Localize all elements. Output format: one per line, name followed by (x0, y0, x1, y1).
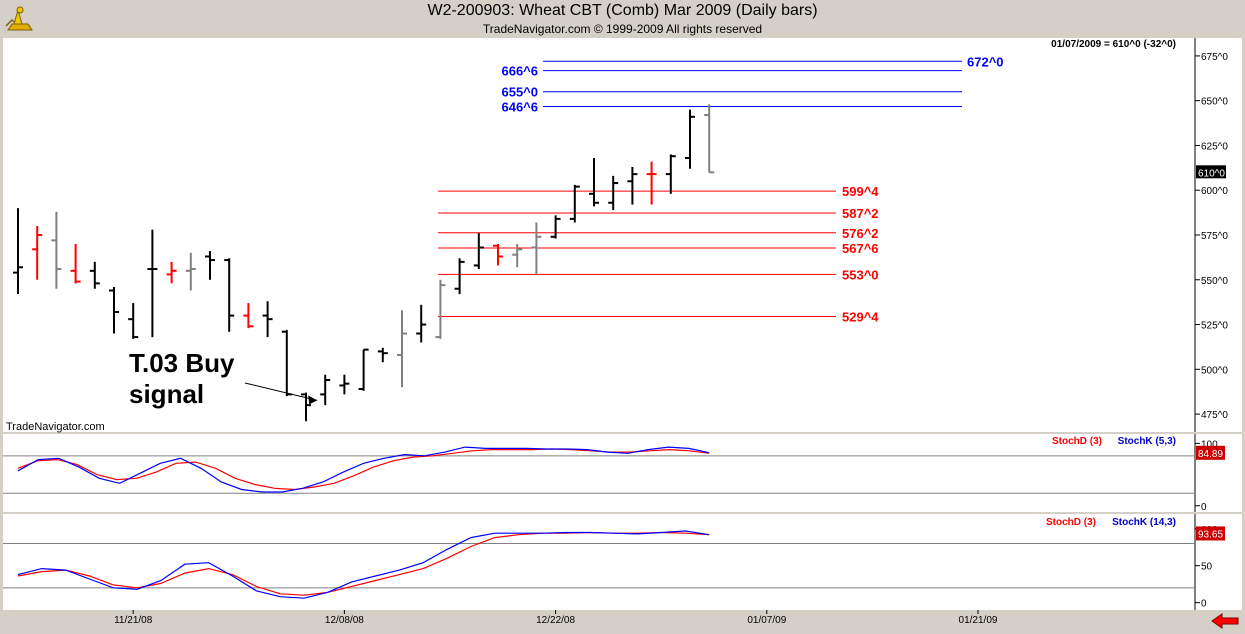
price-bar (704, 104, 715, 174)
price-tick-label: 475^0 (1201, 410, 1228, 421)
trade-navigator-logo-icon (4, 4, 36, 34)
level-label: 646^6 (501, 100, 538, 115)
date-tick-label: 01/21/09 (959, 615, 998, 626)
price-bar (493, 243, 503, 266)
price-bar (339, 374, 350, 395)
stoch1-legend-k: StochK (5,3) (1118, 436, 1176, 447)
price-bar (473, 233, 484, 270)
level-label: 567^6 (842, 241, 879, 256)
annotation-line1: T.03 Buy (129, 348, 235, 378)
price-bar (243, 303, 254, 329)
price-bar (569, 184, 580, 223)
stoch-tick-label: 50 (1201, 562, 1213, 573)
level-label: 587^2 (842, 206, 879, 221)
stoch-tick-label: 0 (1201, 599, 1207, 610)
price-bar (185, 252, 196, 291)
price-bar (358, 348, 369, 391)
price-bar (166, 261, 177, 284)
price-bar (70, 243, 81, 284)
date-tick-label: 11/21/08 (114, 615, 153, 626)
price-bar (89, 261, 100, 289)
copyright-notice: TradeNavigator.com © 1999-2009 All right… (482, 22, 763, 36)
stoch2-legend-k: StochK (14,3) (1112, 517, 1176, 528)
date-tick-label: 12/22/08 (536, 615, 575, 626)
stoch-series-line (17, 530, 710, 599)
price-bar (32, 226, 43, 280)
stoch-tick-label: 0 (1201, 502, 1207, 513)
annotation-arrow (244, 382, 318, 401)
price-bar (262, 301, 273, 338)
stoch-tick-label: 100 (1201, 439, 1218, 450)
price-bar (205, 251, 215, 280)
price-bar (51, 211, 62, 289)
price-tick-label: 550^0 (1201, 276, 1228, 287)
annotation-line2: signal (129, 379, 204, 409)
price-tick-label: 650^0 (1201, 97, 1228, 108)
stoch-panel-1 (3, 434, 1195, 512)
watermark: TradeNavigator.com (6, 421, 105, 433)
price-bar (416, 304, 427, 343)
price-bar (13, 208, 23, 295)
stoch-value-box (1196, 526, 1225, 541)
price-bar (512, 243, 523, 268)
price-bar (435, 279, 446, 339)
last-price-box (1196, 165, 1226, 179)
price-bar (454, 258, 465, 295)
red-left-arrow-icon[interactable] (1210, 613, 1240, 629)
price-tick-label: 675^0 (1201, 52, 1228, 63)
price-tick-label: 500^0 (1201, 365, 1228, 376)
stoch-panel-2 (3, 514, 1195, 610)
price-bar (646, 161, 657, 205)
level-label: 599^4 (842, 184, 879, 199)
level-label: 553^0 (842, 267, 879, 282)
stoch2-legend-d: StochD (3) (1046, 517, 1096, 528)
price-tick-label: 525^0 (1201, 321, 1228, 332)
price-bar (531, 222, 542, 275)
price-bar (665, 154, 676, 194)
level-label: 672^0 (967, 54, 1004, 69)
last-price-label: 610^0 (1198, 168, 1225, 179)
stoch-value-label: 93.65 (1198, 529, 1223, 540)
stoch1-legend-d: StochD (3) (1052, 436, 1102, 447)
level-label: 529^4 (842, 309, 879, 324)
price-readout: 01/07/2009 = 610^0 (-32^0) (1051, 39, 1176, 50)
price-bar (224, 258, 235, 332)
price-bar (550, 215, 561, 239)
price-bar (377, 347, 388, 363)
date-tick-label: 12/08/08 (325, 615, 364, 626)
price-tick-label: 600^0 (1201, 186, 1228, 197)
price-bar (608, 175, 619, 210)
stoch-value-label: 84.89 (1198, 449, 1223, 460)
date-tick-label: 01/07/09 (747, 615, 786, 626)
price-panel (3, 38, 1195, 432)
price-bar (128, 303, 139, 339)
level-label: 666^6 (501, 64, 538, 79)
price-bar (397, 310, 407, 388)
price-tick-label: 625^0 (1201, 141, 1228, 152)
price-bar (109, 286, 119, 334)
price-axis (1195, 38, 1242, 432)
level-label: 655^0 (501, 85, 538, 100)
annotation-arrowhead (308, 395, 318, 405)
price-bar (320, 374, 331, 406)
price-bar (589, 157, 599, 207)
price-tick-label: 575^0 (1201, 231, 1228, 242)
level-label: 576^2 (842, 226, 879, 241)
stoch-series-line (17, 446, 710, 493)
price-bar (147, 229, 158, 338)
chart-title: W2-200903: Wheat CBT (Comb) Mar 2009 (Da… (427, 2, 818, 19)
price-bar (685, 109, 695, 169)
stoch-value-box (1196, 445, 1225, 460)
price-bar (627, 166, 638, 205)
